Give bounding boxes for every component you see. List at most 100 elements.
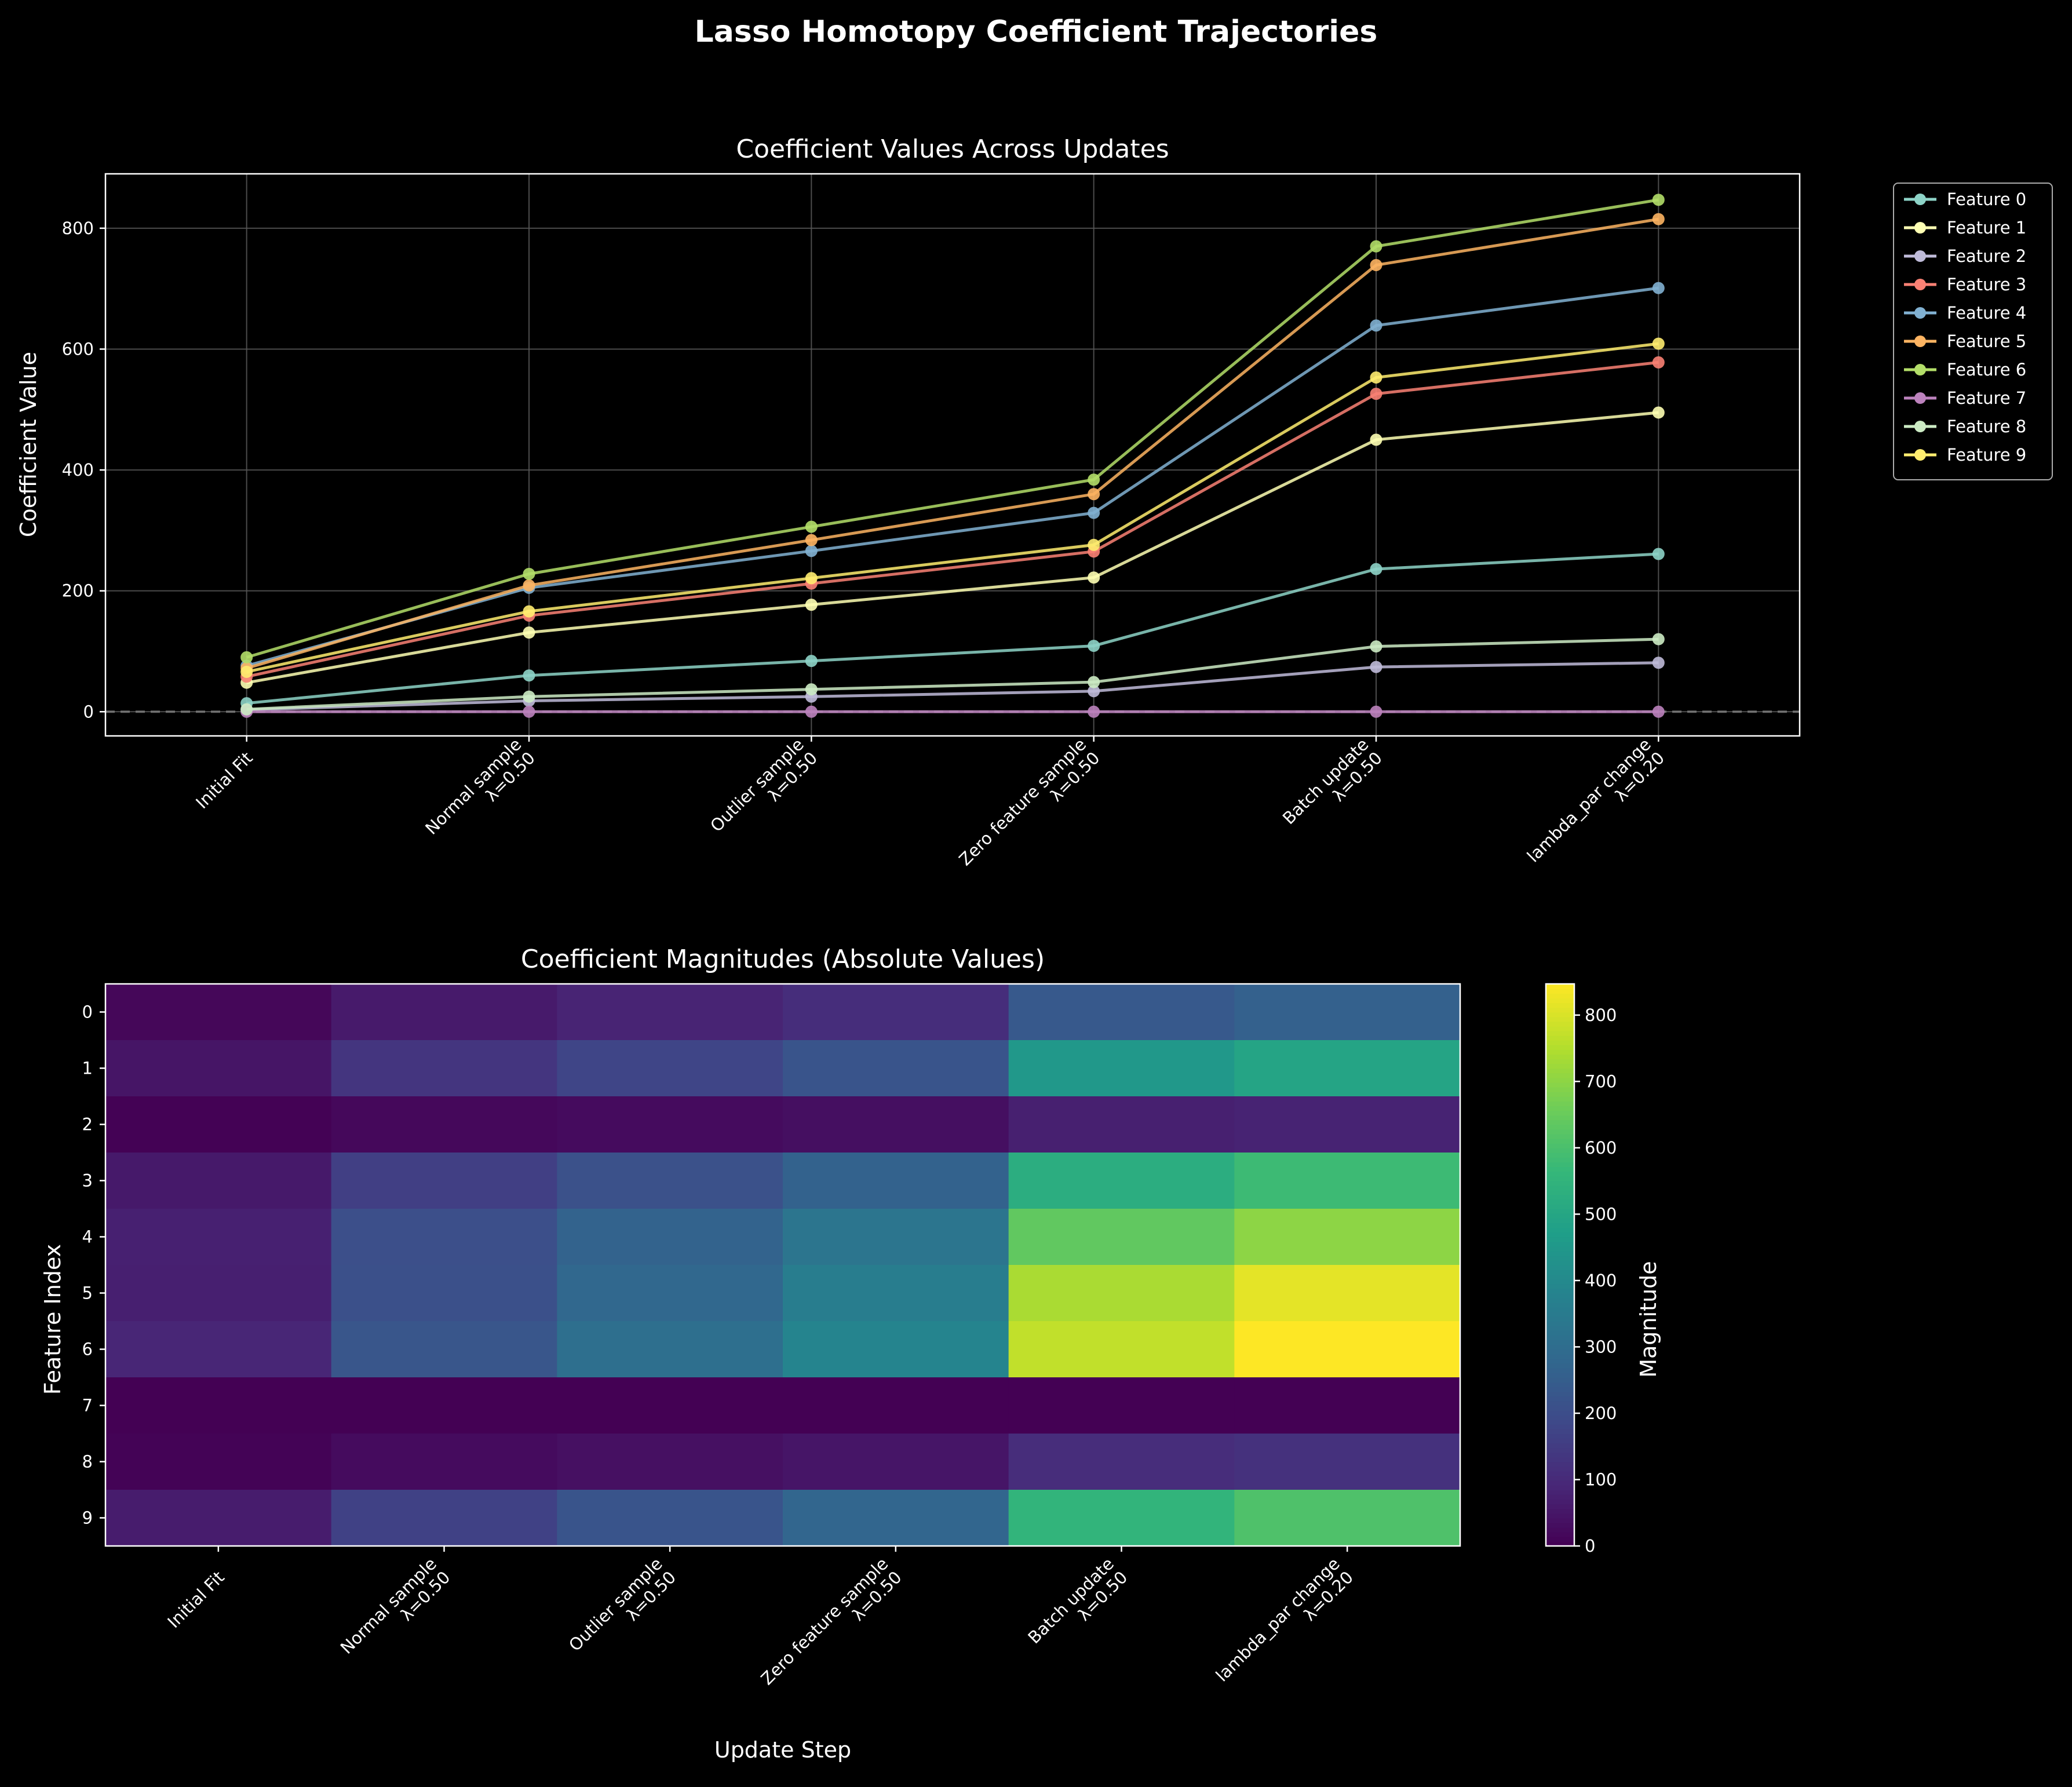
colorbar-segment-21 (1546, 1443, 1574, 1449)
heatmap-frame (104, 983, 1461, 1547)
legend-label-feature-3: Feature 3 (1947, 275, 2026, 294)
colorbar-segment-7 (1546, 1508, 1574, 1514)
colorbar-segment-95 (1546, 1096, 1574, 1102)
series-line-feature-1 (246, 411, 1659, 684)
data-point-feature-5-3 (1088, 488, 1100, 501)
colorbar-segment-105 (1546, 1049, 1574, 1055)
colorbar-segment-88 (1546, 1129, 1574, 1135)
heatmap-cell-feature-8-step-1 (331, 1434, 557, 1490)
data-point-feature-4-3 (1088, 506, 1100, 519)
heatmap-cell-feature-4-step-1 (331, 1209, 557, 1266)
legend-label-feature-1: Feature 1 (1947, 218, 2026, 238)
colorbar-segment-99 (1546, 1077, 1574, 1083)
heatmap-cell-feature-6-step-4 (1008, 1321, 1235, 1378)
series-feature-3 (240, 356, 1665, 683)
data-point-feature-5-4 (1370, 258, 1382, 271)
heatmap-cell-feature-3-step-0 (105, 1153, 332, 1209)
legend-item-feature-2: Feature 2 (1904, 246, 2026, 266)
legend-marker-feature-5 (1914, 335, 1926, 347)
colorbar-segment-59 (1546, 1265, 1574, 1270)
legend-marker-feature-2 (1914, 250, 1926, 262)
colorbar-segment-72 (1546, 1204, 1574, 1209)
colorbar-segment-111 (1546, 1021, 1574, 1027)
colorbar-segment-118 (1546, 989, 1574, 994)
colorbar-segment-30 (1546, 1401, 1574, 1406)
data-point-feature-8-1 (523, 690, 535, 703)
colorbar-segment-6 (1546, 1513, 1574, 1519)
colorbar-segment-34 (1546, 1382, 1574, 1387)
legend-marker-feature-4 (1914, 307, 1926, 319)
data-point-feature-2-4 (1370, 661, 1382, 673)
heatmap-cell-feature-8-step-4 (1008, 1434, 1235, 1490)
colorbar-tick-label-200: 200 (1585, 1403, 1617, 1423)
legend-label-feature-4: Feature 4 (1947, 303, 2026, 323)
heatmap-cell-feature-7-step-1 (331, 1377, 557, 1434)
colorbar-tick-label-300: 300 (1585, 1337, 1617, 1356)
heatmap-cell-feature-3-step-4 (1008, 1153, 1235, 1209)
colorbar-segment-33 (1546, 1387, 1574, 1392)
legend-marker-feature-9 (1914, 449, 1926, 461)
colorbar-segment-12 (1546, 1485, 1574, 1490)
data-point-feature-8-4 (1370, 640, 1382, 653)
data-point-feature-0-2 (805, 655, 818, 668)
data-point-feature-5-1 (523, 579, 535, 592)
colorbar-segment-79 (1546, 1171, 1574, 1177)
colorbar-segment-91 (1546, 1115, 1574, 1121)
data-point-feature-8-2 (805, 683, 818, 696)
colorbar-tick-label-700: 700 (1585, 1071, 1617, 1091)
heatmap-cell-feature-3-step-5 (1234, 1153, 1461, 1209)
data-point-feature-3-5 (1652, 356, 1665, 369)
colorbar-segment-56 (1546, 1279, 1574, 1285)
data-point-feature-6-0 (240, 651, 253, 663)
data-point-feature-3-4 (1370, 388, 1382, 400)
colorbar-segment-14 (1546, 1475, 1574, 1481)
colorbar-segment-115 (1546, 1002, 1574, 1008)
colorbar-segment-39 (1546, 1358, 1574, 1364)
colorbar-segment-65 (1546, 1237, 1574, 1242)
heatmap-cell-feature-7-step-4 (1008, 1377, 1235, 1434)
colorbar-label: Magnitude (1636, 1261, 1661, 1377)
colorbar-segment-27 (1546, 1414, 1574, 1420)
line-chart-y-tick-label-0: 0 (83, 702, 94, 721)
colorbar-segment-26 (1546, 1419, 1574, 1425)
heatmap-cell-feature-6-step-1 (331, 1321, 557, 1378)
colorbar-segment-22 (1546, 1438, 1574, 1443)
heatmap-cell-feature-0-step-5 (1234, 984, 1461, 1041)
heatmap-cell-feature-6-step-3 (783, 1321, 1009, 1378)
colorbar-segment-4 (1546, 1522, 1574, 1528)
heatmap-cell-feature-9-step-0 (105, 1490, 332, 1547)
colorbar-segment-64 (1546, 1241, 1574, 1247)
legend-item-feature-8: Feature 8 (1904, 417, 2026, 436)
colorbar-segment-73 (1546, 1199, 1574, 1205)
legend-label-feature-9: Feature 9 (1947, 445, 2026, 465)
heatmap-cell-feature-9-step-1 (331, 1490, 557, 1547)
colorbar-segment-37 (1546, 1367, 1574, 1373)
colorbar-segment-70 (1546, 1213, 1574, 1219)
colorbar-segment-116 (1546, 998, 1574, 1004)
heatmap-cell-feature-3-step-3 (783, 1153, 1009, 1209)
data-point-feature-5-2 (805, 534, 818, 546)
data-point-feature-2-5 (1652, 657, 1665, 669)
data-point-feature-9-2 (805, 572, 818, 585)
legend-label-feature-8: Feature 8 (1947, 417, 2026, 436)
colorbar-segment-97 (1546, 1086, 1574, 1092)
legend-item-feature-5: Feature 5 (1904, 331, 2026, 351)
heatmap-cell-feature-3-step-2 (557, 1153, 783, 1209)
heatmap-y-tick-label-6: 6 (82, 1340, 93, 1359)
heatmap-cell-feature-4-step-0 (105, 1209, 332, 1266)
colorbar-segment-71 (1546, 1209, 1574, 1214)
data-point-feature-1-3 (1088, 571, 1100, 584)
colorbar-segment-92 (1546, 1110, 1574, 1116)
colorbar-segment-107 (1546, 1040, 1574, 1045)
heatmap-cell-feature-1-step-1 (331, 1040, 557, 1097)
line-chart-frame (104, 173, 1801, 737)
colorbar-segment-1 (1546, 1536, 1574, 1542)
heatmap-cell-feature-9-step-3 (783, 1490, 1009, 1547)
legend-marker-feature-0 (1914, 194, 1926, 205)
heatmap-y-tick-label-2: 2 (82, 1115, 93, 1135)
colorbar-tick-label-400: 400 (1585, 1271, 1617, 1290)
heatmap-cell-feature-1-step-0 (105, 1040, 332, 1097)
colorbar-segment-82 (1546, 1157, 1574, 1162)
heatmap-cell-feature-7-step-3 (783, 1377, 1009, 1434)
